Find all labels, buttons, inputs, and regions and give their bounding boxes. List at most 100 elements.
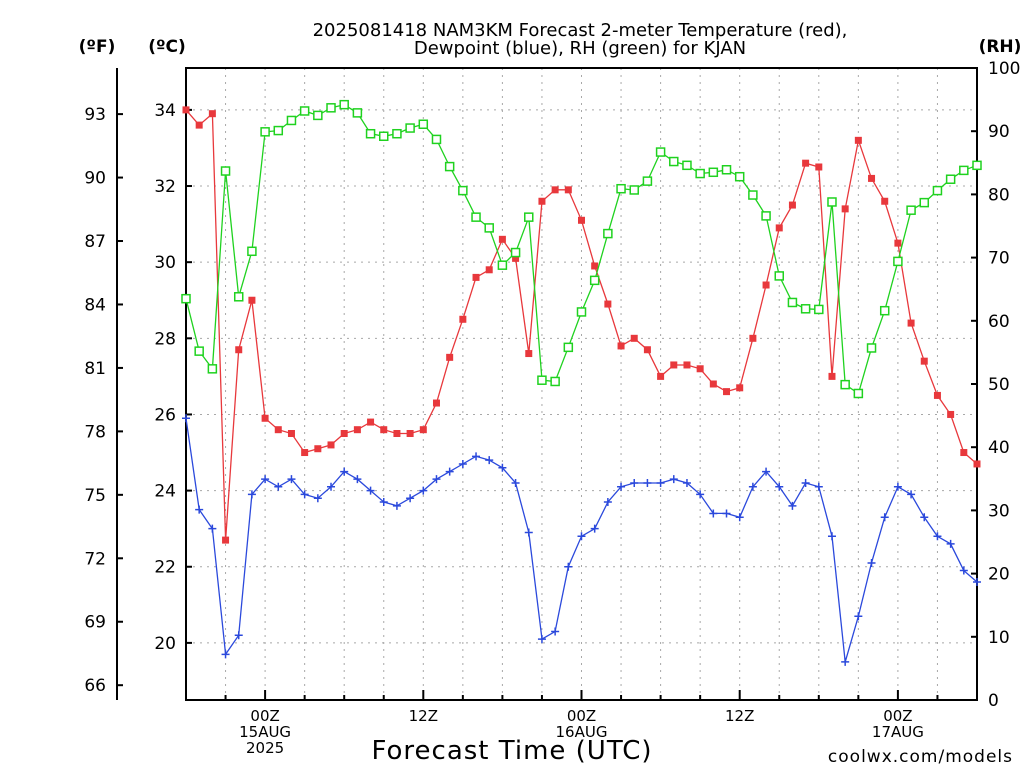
data-point	[841, 205, 849, 213]
data-point	[380, 426, 388, 434]
data-point	[880, 513, 889, 522]
data-point	[472, 452, 481, 461]
data-point	[379, 131, 389, 142]
data-point	[682, 478, 691, 487]
data-point	[313, 110, 323, 121]
data-point	[762, 281, 770, 289]
data-point	[603, 228, 613, 239]
data-point	[273, 125, 284, 136]
data-point	[537, 375, 547, 385]
fahrenheit-tick-label: 90	[84, 169, 106, 189]
data-point	[577, 532, 586, 541]
fahrenheit-tick-label: 93	[84, 105, 106, 125]
rh-tick-label: 50	[988, 375, 1010, 395]
data-point	[815, 163, 823, 171]
celsius-axis-unit: (ºC)	[148, 37, 186, 57]
data-point	[578, 216, 585, 224]
data-point	[234, 631, 243, 640]
data-point	[973, 460, 981, 468]
data-point	[656, 478, 665, 487]
data-point	[339, 99, 349, 110]
data-point	[827, 197, 837, 207]
gridlines	[186, 68, 977, 700]
data-point	[669, 156, 679, 167]
data-point	[510, 247, 521, 258]
data-point	[734, 171, 745, 182]
data-point	[194, 346, 204, 356]
data-point	[260, 127, 270, 137]
data-point	[207, 364, 218, 374]
data-point	[775, 482, 784, 491]
celsius-tick-label: 34	[154, 101, 176, 121]
data-point	[286, 115, 297, 126]
fahrenheit-tick-label: 78	[84, 422, 106, 442]
data-point	[261, 414, 269, 422]
data-point	[866, 343, 877, 353]
data-point	[551, 627, 560, 636]
data-point	[274, 426, 282, 434]
data-point	[497, 260, 508, 270]
data-point	[841, 657, 850, 666]
series-dewpoint	[182, 414, 981, 666]
data-point	[353, 475, 362, 484]
data-point	[233, 292, 244, 302]
rh-tick-label: 40	[988, 438, 1010, 458]
data-point	[538, 197, 546, 205]
data-point	[945, 174, 956, 184]
data-point	[222, 536, 230, 544]
data-point	[959, 566, 968, 575]
data-point	[182, 106, 190, 114]
data-point	[670, 361, 678, 369]
data-point	[854, 612, 863, 621]
fahrenheit-axis-unit: (ºF)	[79, 37, 116, 57]
data-point	[787, 297, 798, 308]
rh-tick-label: 80	[988, 185, 1010, 205]
data-point	[774, 271, 784, 281]
data-point	[181, 293, 191, 304]
fahrenheit-tick-label: 69	[84, 613, 106, 633]
data-point	[696, 365, 704, 373]
data-point	[682, 160, 692, 171]
data-point	[591, 262, 599, 270]
data-point	[352, 108, 363, 118]
fahrenheit-tick-label: 84	[84, 295, 106, 315]
data-point	[327, 441, 335, 449]
data-point	[525, 350, 533, 358]
data-point	[709, 380, 717, 388]
data-point	[617, 482, 626, 491]
data-point	[840, 379, 850, 390]
data-point	[446, 353, 454, 361]
rh-tick-label: 20	[988, 565, 1010, 585]
data-point	[630, 334, 638, 342]
data-point	[643, 346, 651, 354]
data-point	[458, 185, 468, 196]
data-point	[366, 486, 375, 495]
axes	[116, 67, 978, 701]
data-point	[498, 235, 506, 243]
data-point	[235, 346, 243, 354]
data-point	[643, 478, 652, 487]
data-point	[365, 128, 376, 139]
data-point	[893, 482, 902, 491]
data-point	[299, 106, 310, 116]
data-point	[182, 414, 190, 423]
data-point	[340, 467, 349, 476]
data-point	[550, 376, 560, 387]
data-point	[432, 399, 440, 407]
data-point	[301, 449, 309, 457]
data-point	[933, 532, 942, 541]
data-point	[247, 246, 257, 257]
data-point	[379, 498, 388, 507]
fahrenheit-tick-label: 75	[84, 486, 106, 506]
data-point	[748, 482, 757, 491]
data-point	[445, 467, 454, 476]
data-point	[220, 166, 231, 176]
data-point	[920, 357, 928, 365]
data-point	[459, 315, 467, 323]
data-point	[485, 266, 493, 274]
data-point	[498, 463, 507, 472]
data-point	[564, 186, 572, 194]
rh-tick-label: 90	[988, 122, 1010, 142]
data-point	[657, 372, 665, 380]
